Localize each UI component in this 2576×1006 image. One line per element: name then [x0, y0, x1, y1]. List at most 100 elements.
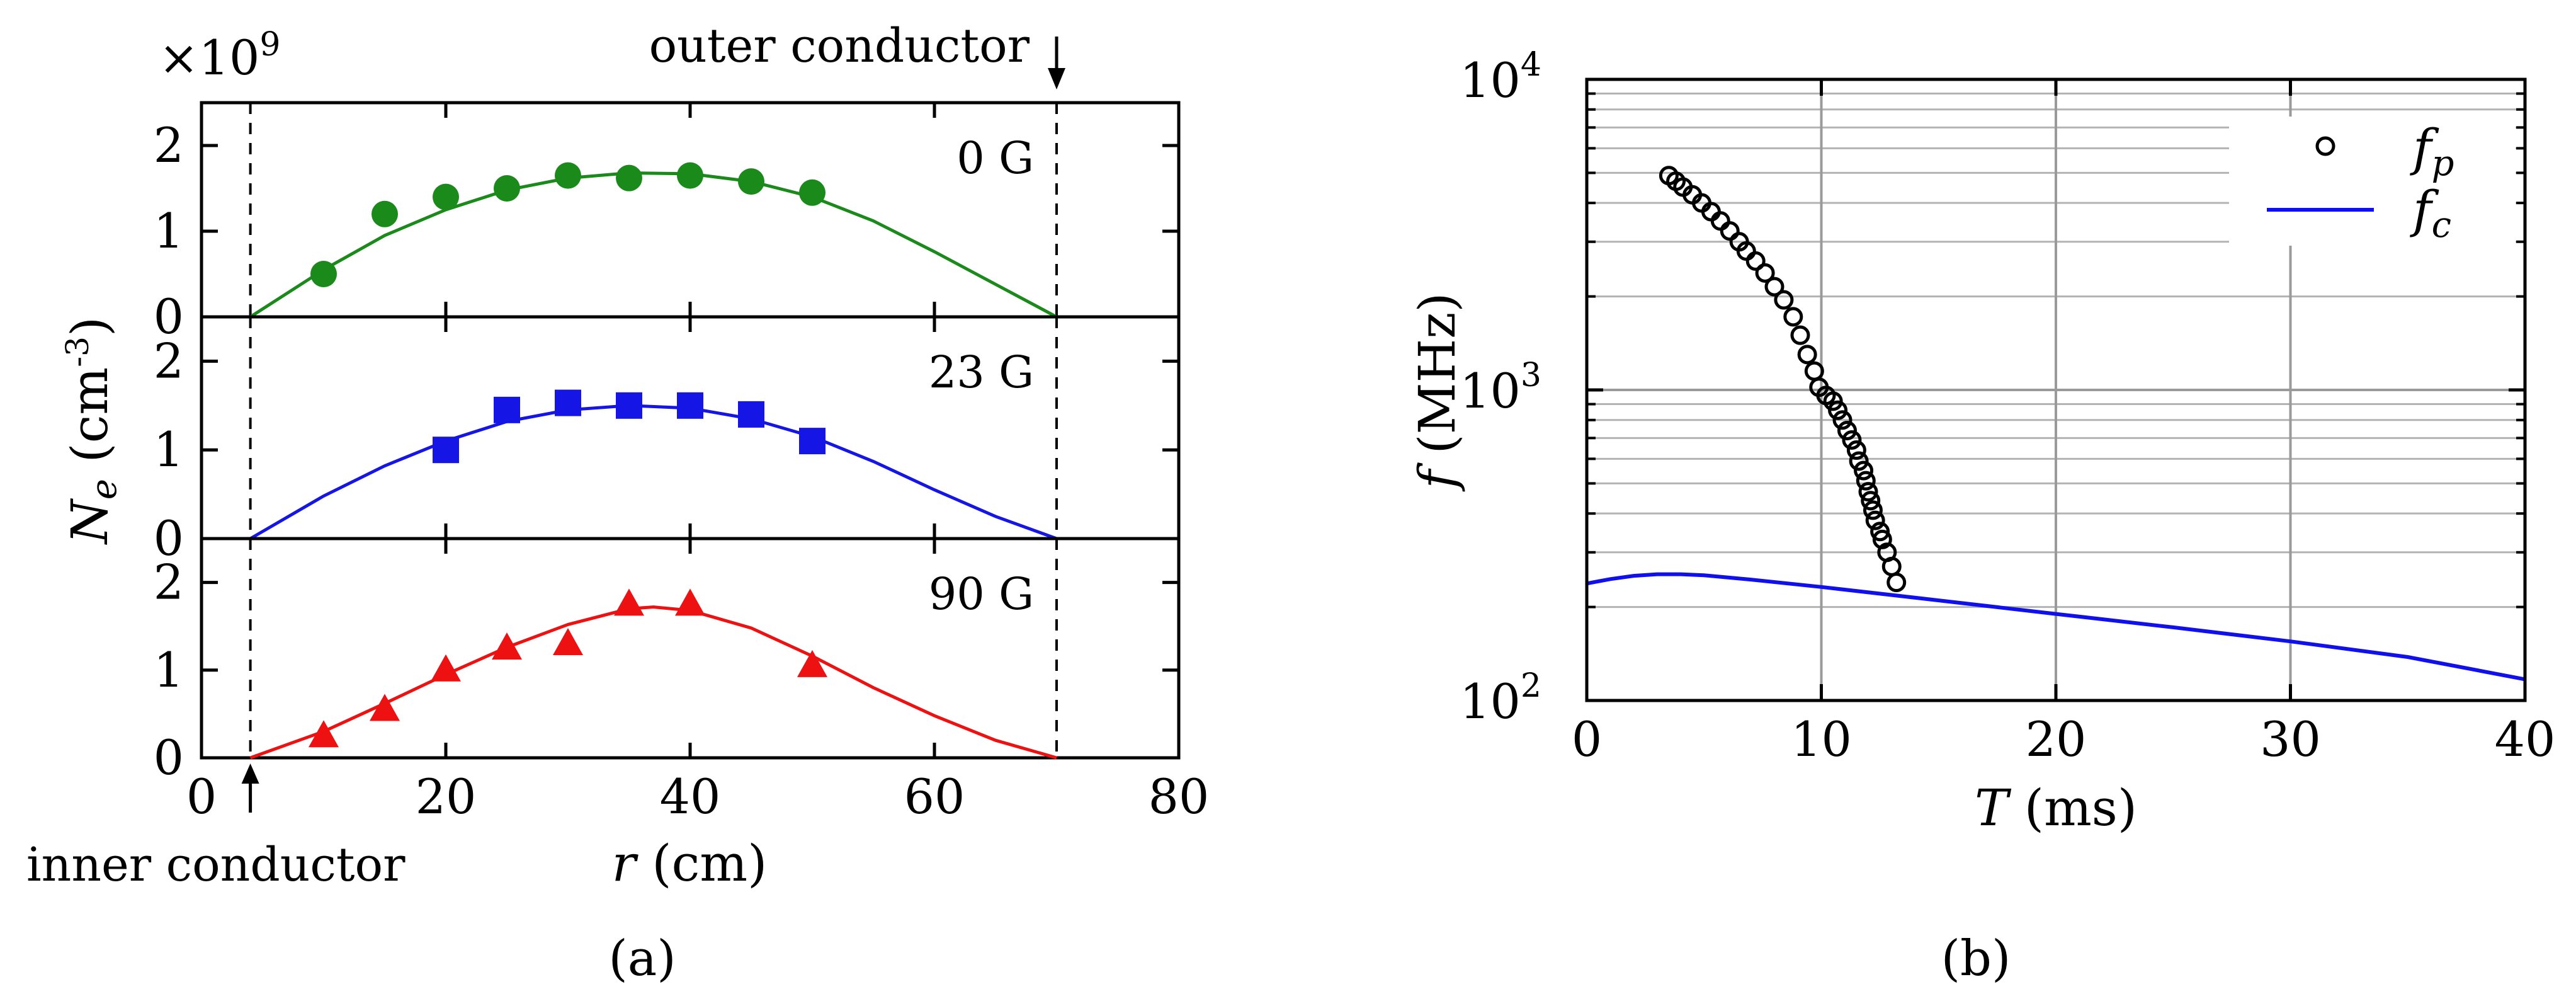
y-axis-unit-exp: -3	[59, 336, 96, 367]
data-point	[433, 183, 459, 210]
y-tick-label: 1	[154, 421, 184, 477]
fp-point	[1863, 500, 1883, 520]
y-tick-base: 10	[1460, 363, 1521, 419]
y-axis-title: Ne (cm-3)	[59, 317, 125, 545]
x-tick-label: 0	[1572, 711, 1602, 767]
data-point	[797, 649, 827, 677]
y-tick-label: 0	[154, 289, 184, 345]
panel-a-label: (a)	[608, 930, 676, 987]
fp-point	[1745, 251, 1766, 271]
legend-fp-sub: p	[2432, 143, 2454, 184]
data-point	[310, 261, 337, 287]
data-point	[494, 175, 520, 202]
data-point	[616, 164, 642, 191]
fp-point	[1865, 510, 1885, 530]
y-tick-base: 10	[1460, 673, 1521, 729]
data-point	[616, 392, 642, 419]
y-tick-label: 104	[1460, 46, 1541, 108]
y-tick-label: 102	[1460, 667, 1541, 729]
data-point	[738, 401, 764, 428]
inner-conductor-arrowhead	[241, 763, 259, 784]
y-tick-label: 2	[154, 117, 184, 173]
fp-point	[1783, 307, 1803, 327]
y-tick-label: 2	[154, 554, 184, 610]
x-tick-label: 80	[1149, 769, 1210, 825]
data-point	[799, 179, 826, 206]
x-axis-var: r	[612, 834, 639, 893]
subplot-23-g: 0 1 2 23 G	[154, 315, 1181, 566]
y-tick-label: 1	[154, 203, 184, 259]
data-point	[370, 694, 400, 721]
fp-point	[1887, 573, 1907, 593]
outer-conductor-label: outer conductor	[649, 19, 1030, 73]
panel-b-label: (b)	[1941, 930, 2011, 987]
fp-point	[1828, 400, 1848, 420]
fp-point	[1837, 420, 1857, 440]
y-multiplier-base: ×10	[159, 30, 259, 86]
x-tick-label: 20	[416, 769, 477, 825]
fp-point	[1856, 471, 1876, 491]
data-point	[431, 654, 461, 682]
data-point	[433, 437, 459, 464]
y-axis-unit: (MHz)	[1408, 292, 1467, 470]
y-tick-label: 2	[154, 333, 184, 389]
x-axis-var: T	[1975, 779, 2012, 837]
fp-point	[1774, 290, 1794, 310]
y-tick-label: 103	[1460, 357, 1541, 419]
x-tick-label: 30	[2260, 711, 2321, 767]
fit-curve	[249, 404, 1057, 540]
y-axis-unit: (cm	[60, 367, 119, 479]
x-tick-label: 20	[2026, 711, 2087, 767]
fp-point	[1720, 221, 1740, 241]
y-axis-title: f (MHz)	[1408, 292, 1467, 491]
y-axis-var-sub: e	[84, 479, 125, 500]
y-tick-base: 10	[1460, 52, 1521, 108]
fp-point	[1797, 345, 1817, 365]
y-axis-unit-close: )	[60, 317, 119, 336]
fp-point	[1870, 522, 1890, 542]
x-tick-label: 10	[1791, 711, 1852, 767]
outer-conductor-arrowhead	[1048, 68, 1065, 89]
data-point	[799, 428, 826, 455]
data-point	[677, 392, 703, 419]
series-label: 0 G	[956, 132, 1034, 184]
x-tick-label: 60	[904, 769, 965, 825]
fp-point	[1846, 440, 1866, 460]
y-multiplier: ×109	[159, 26, 280, 86]
fc-line	[1586, 572, 2526, 682]
fp-point	[1804, 361, 1824, 381]
fit-curve	[249, 605, 1057, 760]
fit-curve	[249, 171, 1058, 319]
subplot-90-g: 0 1 2 90 G	[154, 537, 1181, 786]
data-point	[555, 162, 581, 189]
fp-point	[1858, 482, 1878, 502]
x-tick-label: 0	[186, 769, 217, 825]
x-tick-label: 40	[660, 769, 721, 825]
data-point	[614, 588, 644, 616]
y-multiplier-exp: 9	[259, 26, 280, 64]
fp-point	[1854, 460, 1874, 481]
y-tick-label: 0	[154, 729, 184, 786]
fp-point	[1755, 263, 1775, 283]
fp-point	[1842, 430, 1862, 450]
y-tick-exp: 4	[1521, 46, 1541, 84]
x-axis-unit: (ms)	[2008, 779, 2137, 837]
data-point	[738, 168, 764, 195]
legend-fc-sub: c	[2432, 205, 2451, 246]
x-axis-title: T (ms)	[1975, 779, 2137, 837]
series-label: 23 G	[929, 346, 1034, 398]
y-axis-var: N	[60, 498, 119, 545]
x-tick-label: 40	[2495, 711, 2556, 767]
data-point	[677, 162, 703, 189]
data-point	[492, 632, 522, 660]
y-tick-exp: 2	[1521, 667, 1541, 705]
inner-conductor-label: inner conductor	[26, 838, 406, 892]
fp-point	[1832, 410, 1853, 430]
y-tick-label: 1	[154, 642, 184, 698]
x-axis-title: r (cm)	[612, 834, 768, 893]
series-label: 90 G	[929, 568, 1034, 620]
y-tick-label: 0	[154, 510, 184, 566]
legend-box	[2229, 117, 2516, 246]
